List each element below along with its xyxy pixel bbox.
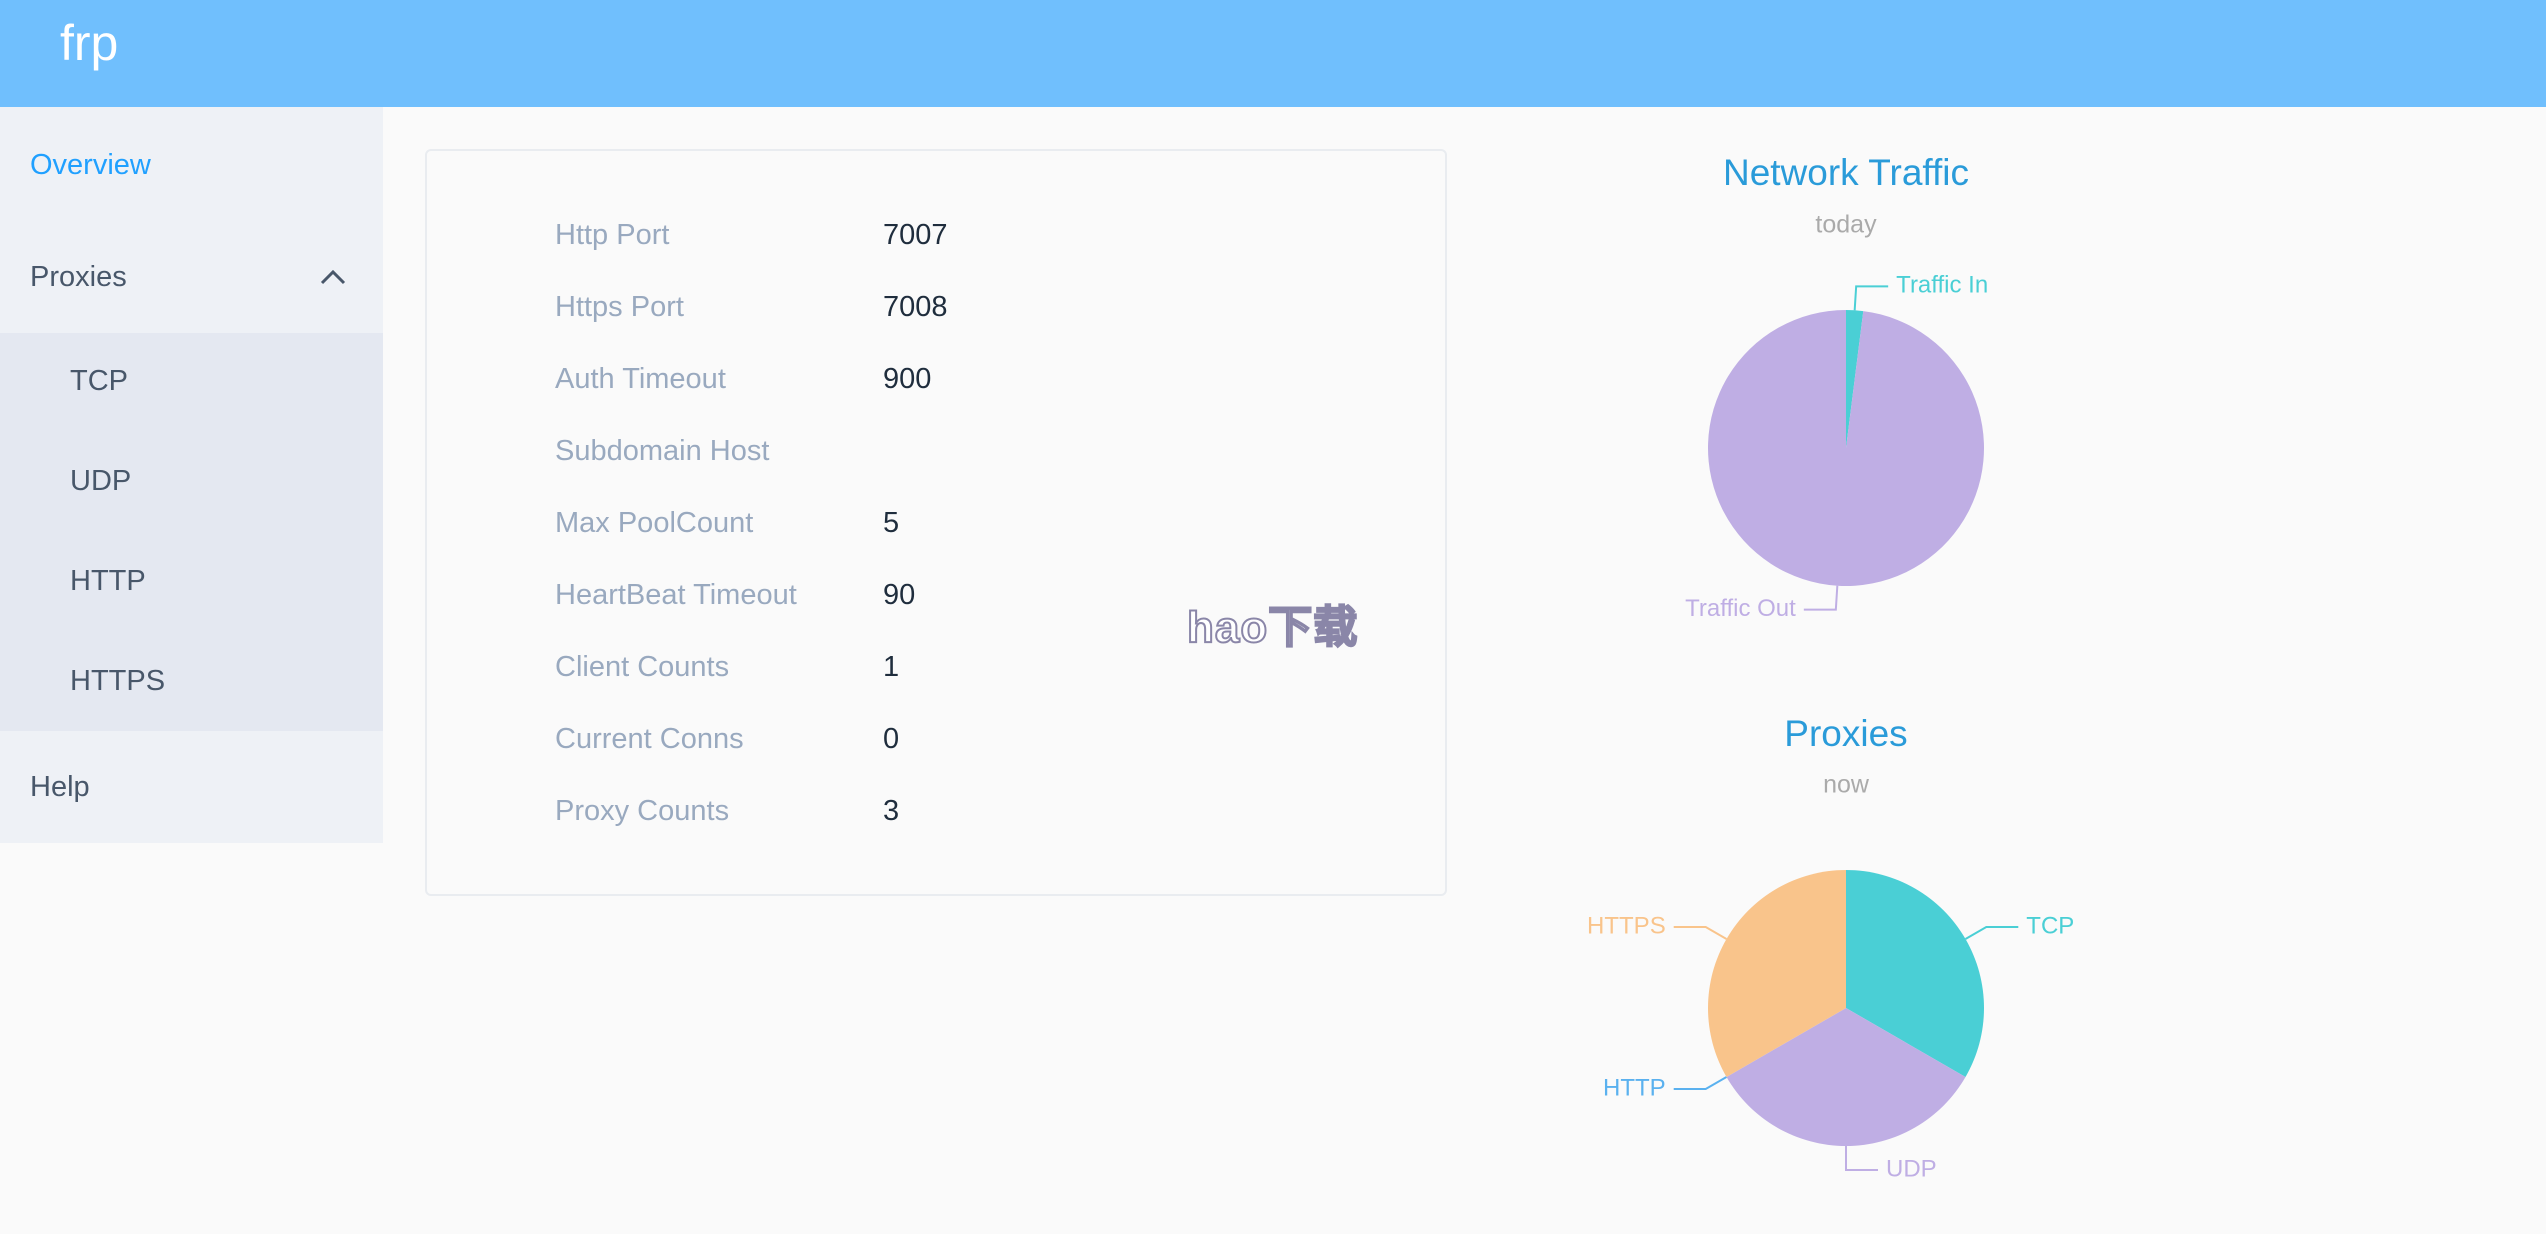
slice-label: Traffic In (1896, 272, 1988, 299)
slice-label: HTTP (1603, 1074, 1666, 1101)
info-label: Auth Timeout (555, 363, 726, 395)
info-label: Http Port (555, 219, 670, 251)
slice-label: UDP (1886, 1155, 1937, 1182)
sidebar: Overview Proxies TCP UDP HTTP HTTPS Help (0, 107, 383, 843)
label-line (1673, 1076, 1727, 1090)
slice-label: TCP (2026, 912, 2074, 939)
pie-slice (1708, 870, 1846, 1077)
menu-overview[interactable]: Overview (30, 149, 151, 181)
chart-title: Proxies (1784, 713, 1907, 754)
label-line (1853, 285, 1889, 311)
info-value: 5 (883, 507, 900, 539)
label-line (1803, 585, 1839, 611)
header: frp (0, 0, 2546, 107)
label-line (1965, 926, 2019, 940)
logo[interactable]: frp (60, 15, 119, 71)
info-value: 900 (883, 363, 932, 395)
chart-title: Network Traffic (1723, 152, 1969, 193)
chart-subtitle: today (1815, 211, 1877, 239)
server-info-card: hao下载 Http Port 7007 Https Port 7008 Auth Ti… (425, 149, 1447, 896)
slice-label: HTTPS (1587, 912, 1666, 939)
label-line (1673, 926, 1727, 940)
info-value: 0 (883, 723, 900, 755)
info-value: 1 (883, 651, 900, 683)
watermark: hao下载 (1186, 602, 1359, 653)
info-value: 7007 (883, 219, 948, 251)
info-label: Proxy Counts (555, 795, 730, 827)
pie-slice (1846, 870, 1984, 1077)
info-value: 7008 (883, 291, 948, 323)
info-value: 90 (883, 579, 916, 611)
submenu: TCP UDP HTTP HTTPS (0, 333, 383, 731)
info-label: Https Port (555, 291, 684, 323)
chevron-icon[interactable] (318, 267, 348, 287)
submenu-item[interactable]: TCP (70, 365, 128, 397)
submenu-item[interactable]: UDP (70, 465, 132, 497)
info-label: Client Counts (555, 651, 730, 683)
chart-subtitle: now (1823, 771, 1870, 799)
submenu-item[interactable]: HTTP (70, 565, 146, 597)
menu-proxies[interactable]: Proxies (30, 261, 127, 293)
pie-slice (1846, 310, 1864, 448)
info-label: HeartBeat Timeout (555, 579, 797, 611)
menu-help[interactable]: Help (30, 771, 90, 803)
info-label: Max PoolCount (555, 507, 754, 539)
submenu-item[interactable]: HTTPS (70, 665, 166, 697)
info-value: 3 (883, 795, 900, 827)
info-label: Subdomain Host (555, 435, 770, 467)
info-label: Current Conns (555, 723, 744, 755)
pie-slice (1707, 310, 1984, 586)
slice-label: Traffic Out (1685, 595, 1796, 622)
label-line (1845, 1146, 1878, 1171)
